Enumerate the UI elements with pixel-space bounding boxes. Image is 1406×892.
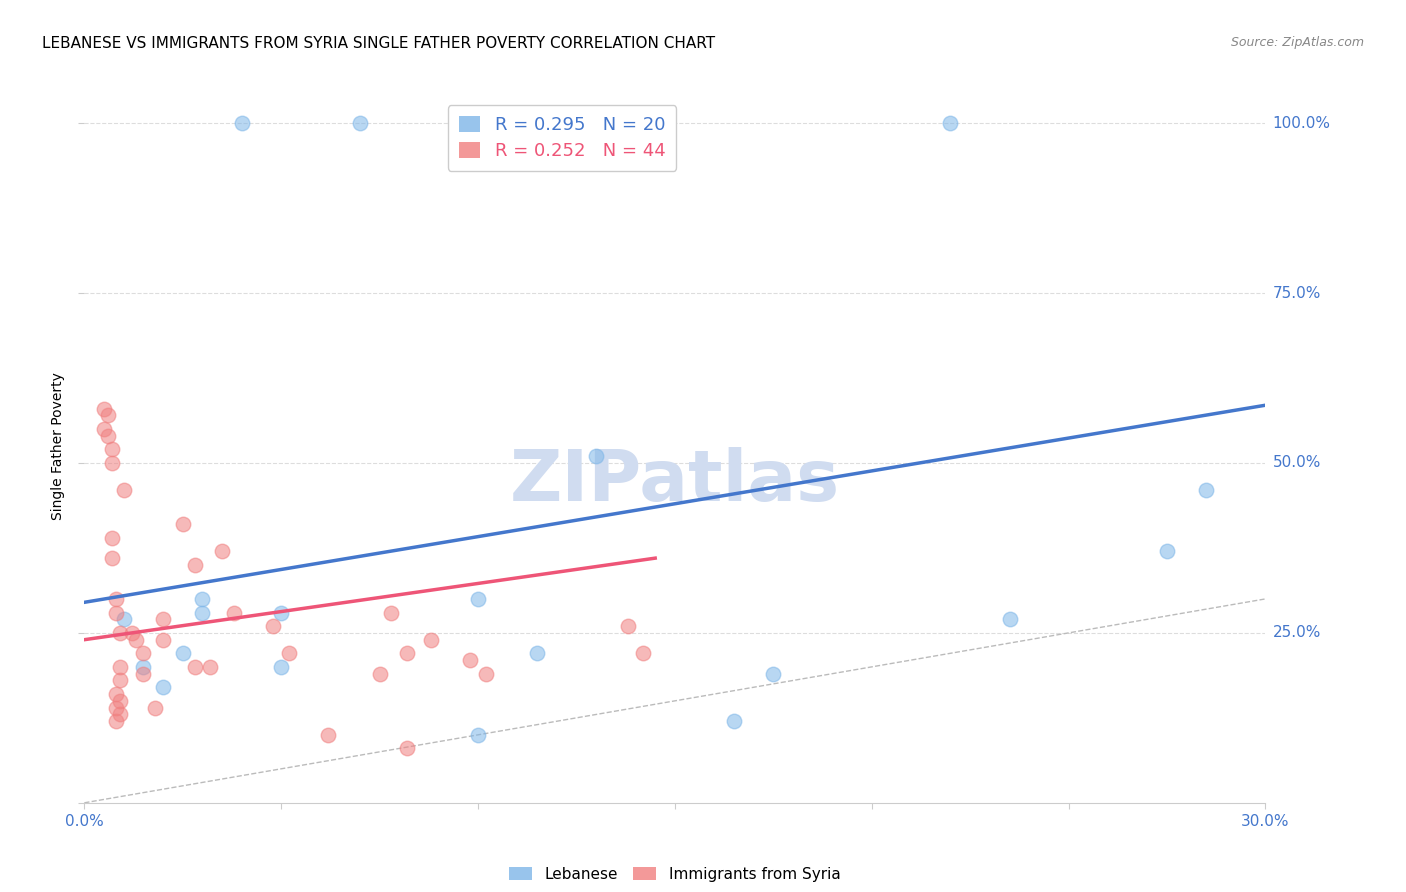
Point: [104, 714, 127, 729]
Point: [112, 483, 135, 498]
Point: [104, 687, 127, 701]
Point: [318, 728, 340, 742]
Point: [270, 660, 292, 674]
Point: [101, 531, 124, 545]
Point: [101, 442, 124, 457]
Point: [183, 660, 205, 674]
Point: [278, 646, 301, 660]
Point: [152, 612, 174, 626]
Point: [104, 700, 127, 714]
Point: [104, 606, 127, 620]
Point: [104, 591, 127, 606]
Point: [222, 606, 245, 620]
Text: 25.0%: 25.0%: [1272, 625, 1320, 640]
Point: [762, 666, 785, 681]
Point: [143, 700, 166, 714]
Point: [152, 632, 174, 647]
Point: [616, 619, 638, 633]
Point: [108, 707, 131, 722]
Point: [526, 646, 548, 660]
Point: [1195, 483, 1218, 498]
Text: 50.0%: 50.0%: [1272, 456, 1320, 470]
Point: [211, 544, 233, 558]
Point: [475, 666, 498, 681]
Point: [396, 646, 419, 660]
Point: [633, 646, 655, 660]
Point: [467, 591, 489, 606]
Point: [998, 612, 1021, 626]
Point: [108, 673, 131, 688]
Point: [939, 116, 962, 130]
Point: [172, 517, 194, 532]
Point: [585, 449, 607, 463]
Point: [349, 116, 371, 130]
Point: [124, 632, 146, 647]
Point: [172, 646, 194, 660]
Point: [101, 456, 124, 470]
Point: [121, 626, 143, 640]
Text: 75.0%: 75.0%: [1272, 285, 1320, 301]
Point: [101, 551, 124, 566]
Point: [132, 660, 155, 674]
Point: [1156, 544, 1178, 558]
Point: [132, 646, 155, 660]
Point: [152, 680, 174, 694]
Point: [458, 653, 481, 667]
Point: [396, 741, 419, 756]
Point: [108, 660, 131, 674]
Point: [108, 694, 131, 708]
Point: [368, 666, 391, 681]
Text: LEBANESE VS IMMIGRANTS FROM SYRIA SINGLE FATHER POVERTY CORRELATION CHART: LEBANESE VS IMMIGRANTS FROM SYRIA SINGLE…: [42, 36, 716, 51]
Text: 100.0%: 100.0%: [1272, 116, 1330, 131]
Point: [108, 626, 131, 640]
Point: [231, 116, 253, 130]
Point: [191, 606, 214, 620]
Point: [262, 619, 284, 633]
Point: [132, 666, 155, 681]
Text: Source: ZipAtlas.com: Source: ZipAtlas.com: [1230, 36, 1364, 49]
Point: [200, 660, 222, 674]
Point: [97, 409, 120, 423]
Point: [467, 728, 489, 742]
Point: [112, 612, 135, 626]
Text: ZIPatlas: ZIPatlas: [510, 447, 839, 516]
Point: [380, 606, 402, 620]
Point: [97, 429, 120, 443]
Y-axis label: Single Father Poverty: Single Father Poverty: [51, 372, 65, 520]
Point: [270, 606, 292, 620]
Point: [723, 714, 745, 729]
Point: [93, 401, 115, 416]
Point: [419, 632, 441, 647]
Point: [183, 558, 205, 572]
Point: [191, 591, 214, 606]
Point: [93, 422, 115, 436]
Legend: Lebanese, Immigrants from Syria: Lebanese, Immigrants from Syria: [503, 861, 846, 888]
